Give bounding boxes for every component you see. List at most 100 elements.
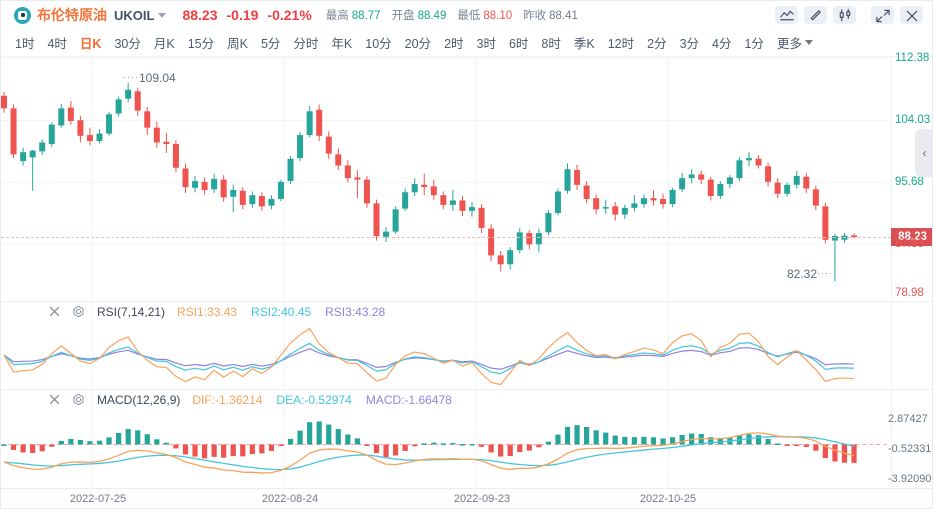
macd-readout: DIF:-1.36214 (192, 392, 263, 407)
macd-axis-label: -0.52331 (888, 443, 932, 455)
rsi-settings-icon[interactable] (72, 305, 85, 318)
macd-readouts: DIF:-1.36214 DEA:-0.52974 MACD:-1.66478 (192, 393, 451, 407)
symbol-name: 布伦特原油 (37, 7, 107, 23)
price-change: -0.19 (226, 7, 259, 23)
h-gridline (1, 244, 891, 245)
date-label: 2022-10-25 (639, 493, 697, 505)
price-axis-label: 104.03 (895, 114, 931, 126)
price-axis-label: 87.33 (895, 238, 924, 250)
h-gridline (1, 182, 891, 183)
panel-separator (1, 389, 932, 390)
symbol-selector[interactable]: UKOIL (114, 7, 167, 23)
expand-button[interactable] (871, 6, 894, 24)
chevron-down-icon (158, 12, 167, 18)
timeframe-2时[interactable]: 2时 (444, 37, 464, 51)
timeframe-1分[interactable]: 1分 (744, 37, 764, 51)
ohlc-stats: 最高 88.77 开盘 88.49 最低 88.10 昨收 88.41 (326, 7, 589, 23)
stat-value: 88.77 (351, 10, 381, 22)
timeframe-30分[interactable]: 30分 (114, 37, 141, 51)
macd-axis-label: -3.92090 (888, 473, 932, 485)
current-price-line (1, 237, 891, 238)
instrument-logo-icon (14, 6, 31, 24)
macd-title: MACD(12,26,9) (97, 392, 181, 407)
h-gridline (1, 120, 891, 121)
timeframe-5分[interactable]: 5分 (260, 37, 281, 51)
timeframe-20分[interactable]: 20分 (404, 37, 432, 51)
timeframe-3时[interactable]: 3时 (476, 37, 496, 51)
rsi-readout: RSI1:33.43 (177, 304, 238, 319)
timeframe-2分[interactable]: 2分 (647, 37, 667, 51)
stat-label: 昨收 (523, 10, 547, 22)
timeframe-1时[interactable]: 1时 (15, 37, 35, 51)
v-gridline (668, 56, 669, 488)
price-axis-separator (891, 56, 892, 488)
timeframe-8时[interactable]: 8时 (541, 37, 561, 51)
timeframe-年K[interactable]: 年K (331, 37, 353, 51)
stat-value: 88.10 (483, 10, 513, 22)
h-gridline (1, 58, 891, 59)
low-annotation: 82.32···· (787, 267, 834, 281)
timeframe-toolbar: 1时 4时 日K 30分 月K 15分 周K 5分 分时 年K 10分 20分 2时 3时 6时 8时 季K 12… (1, 29, 932, 57)
last-price: 88.23 (182, 7, 218, 23)
stat-label: 开盘 (391, 10, 415, 22)
timeframe-6时[interactable]: 6时 (508, 37, 529, 51)
macd-close-icon[interactable] (49, 394, 60, 405)
stat-value: 88.49 (417, 10, 447, 22)
timeframe-15分[interactable]: 15分 (187, 37, 215, 51)
timeframe-4时[interactable]: 4时 (47, 37, 67, 51)
chart-header: 布伦特原油 UKOIL 88.23 -0.19 -0.21% 最高 88.77 开盘… (1, 1, 932, 29)
header-toolbar (775, 6, 932, 24)
v-gridline (284, 56, 285, 488)
ohlc-stat: 最低 88.10 (457, 7, 512, 23)
macd-axis-label: 2.87427 (888, 413, 928, 425)
price-axis-label: 112.38 (895, 52, 930, 64)
timeframe-周K[interactable]: 周K (227, 37, 248, 51)
draw-pencil-button[interactable] (804, 6, 827, 24)
price-axis-label: 95.68 (895, 176, 924, 188)
timeframe-月K[interactable]: 月K (153, 37, 175, 51)
more-menu[interactable]: 更多 (777, 33, 813, 52)
price-axis-label: 78.98 (895, 287, 924, 299)
rsi-title: RSI(7,14,21) (97, 304, 166, 319)
candlestick-icon (839, 8, 850, 21)
trend-chart-icon (779, 10, 794, 20)
chevron-down-icon (804, 40, 813, 45)
date-label: 2022-08-24 (261, 493, 319, 505)
rsi-close-icon[interactable] (49, 306, 60, 317)
v-gridline (92, 56, 93, 488)
stat-value: 88.41 (549, 10, 578, 22)
expand-icon (875, 9, 890, 22)
macd-readout: MACD:-1.66478 (365, 392, 452, 407)
date-label: 2022-09-23 (453, 493, 511, 505)
macd-panel-header: MACD(12,26,9) DIF:-1.36214 DEA:-0.52974 MA… (1, 391, 452, 408)
close-icon (906, 10, 917, 21)
more-label: 更多 (776, 37, 802, 51)
timeframe-3分[interactable]: 3分 (679, 37, 700, 51)
timeframe-分时[interactable]: 分时 (293, 37, 319, 51)
timeframe-季K[interactable]: 季K (573, 37, 595, 51)
rsi-readouts: RSI1:33.43 RSI2:40.45 RSI3:43.28 (177, 305, 385, 319)
draw-pencil-icon (810, 9, 821, 20)
timeframe-12时[interactable]: 12时 (607, 37, 635, 51)
ohlc-stat: 昨收 88.41 (523, 7, 578, 23)
stat-label: 最低 (457, 10, 481, 22)
ohlc-stat: 最高 88.77 (326, 7, 381, 23)
collapse-axis-handle[interactable]: ‹ (915, 129, 932, 177)
trend-chart-button[interactable] (775, 6, 798, 24)
macd-settings-icon[interactable] (72, 393, 85, 406)
stat-label: 最高 (325, 10, 349, 22)
rsi-panel-header: RSI(7,14,21) RSI1:33.43 RSI2:40.45 RSI3:43… (1, 303, 385, 320)
timeframe-日K[interactable]: 日K (79, 37, 102, 51)
timeframe-4分[interactable]: 4分 (712, 37, 732, 51)
candlestick-button[interactable] (833, 6, 856, 24)
leader-dots: ···· (817, 268, 834, 278)
close-button[interactable] (900, 6, 923, 24)
ohlc-stat: 开盘 88.49 (392, 7, 447, 23)
macd-readout: DEA:-0.52974 (276, 392, 352, 407)
date-label: 2022-07-25 (69, 493, 127, 505)
rsi-readout: RSI3:43.28 (325, 304, 386, 319)
rsi-readout: RSI2:40.45 (251, 304, 312, 319)
timeframe-10分[interactable]: 10分 (365, 37, 392, 51)
symbol-code: UKOIL (114, 7, 155, 23)
